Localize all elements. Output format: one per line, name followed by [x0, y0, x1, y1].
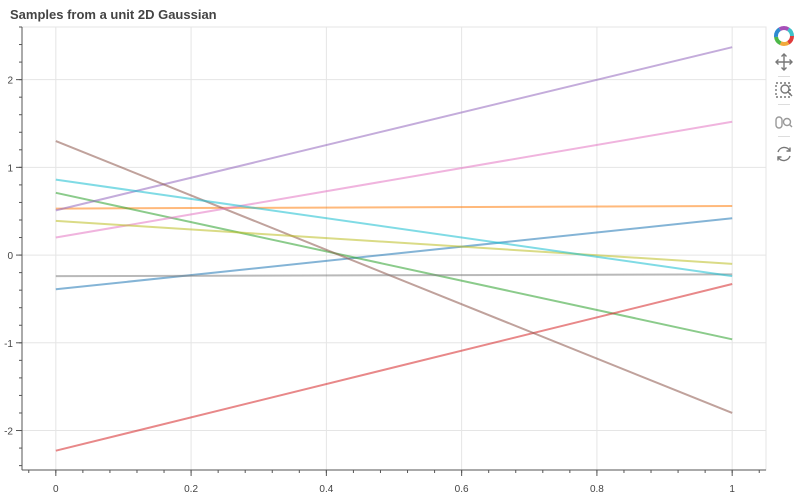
reset-icon[interactable] [770, 142, 798, 166]
x-tick-label: 0 [53, 484, 59, 495]
bokeh-logo-icon[interactable] [770, 24, 798, 48]
series-line-2 [55, 191, 733, 341]
x-tick-label: 0.2 [184, 484, 198, 495]
plot-frame [21, 26, 767, 471]
x-tick-label: 0.4 [319, 484, 333, 495]
series-line-1 [55, 204, 733, 210]
x-tick-label: 0.6 [455, 484, 469, 495]
y-tick-label: 0 [7, 251, 13, 262]
pan-icon[interactable] [770, 50, 798, 74]
box-zoom-icon[interactable] [770, 79, 798, 103]
x-tick-label: 1 [729, 484, 735, 495]
y-tick-label: 1 [7, 163, 13, 174]
x-tick-label: 0.8 [590, 484, 604, 495]
axes: 0 0.2 0.4 0.6 0.8 1 -2 -1 0 1 2 [4, 26, 766, 495]
series-line-7 [55, 273, 733, 278]
series-line-8 [55, 219, 733, 265]
y-tick-label: 2 [7, 76, 13, 87]
series-line-3 [55, 283, 733, 452]
y-tick-label: -1 [4, 339, 13, 350]
series-line-9 [55, 178, 733, 278]
y-tick-label: -2 [4, 427, 13, 438]
series-line-4 [55, 46, 733, 212]
series-line-6 [55, 120, 733, 239]
series-group [55, 46, 733, 452]
series-line-5 [55, 140, 733, 414]
chart-title: Samples from a unit 2D Gaussian [10, 7, 217, 22]
wheel-zoom-icon[interactable] [770, 111, 798, 135]
series-line-0 [55, 217, 733, 291]
grid [22, 27, 766, 470]
